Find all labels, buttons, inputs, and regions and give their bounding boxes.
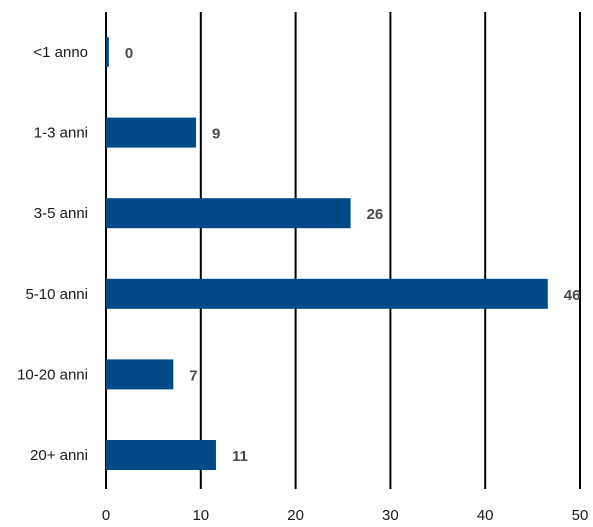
bar	[106, 198, 351, 229]
bar	[106, 117, 197, 148]
bar	[106, 359, 174, 390]
data-label: 7	[189, 367, 197, 384]
category-label: 10-20 anni	[17, 366, 88, 383]
x-axis-tick-labels: 0 10 20 30 40 50	[102, 507, 589, 524]
x-tick-label: 20	[287, 507, 304, 524]
data-label: 0	[125, 45, 133, 62]
bar	[106, 440, 216, 470]
x-tick-label: 40	[477, 507, 494, 524]
data-label: 9	[212, 126, 220, 143]
category-label: 3-5 anni	[34, 205, 88, 222]
data-label: 46	[564, 287, 581, 304]
category-label: <1 anno	[33, 44, 88, 61]
bars	[106, 37, 548, 470]
category-label: 5-10 anni	[25, 286, 88, 303]
category-label: 20+ anni	[30, 447, 88, 464]
data-labels: 0 9 26 46 7 11	[125, 45, 581, 465]
category-labels: <1 anno 1-3 anni 3-5 anni 5-10 anni 10-20 an…	[17, 44, 88, 464]
bar	[106, 278, 548, 309]
data-label: 11	[232, 448, 248, 465]
x-tick-label: 0	[102, 507, 110, 524]
x-tick-label: 30	[382, 507, 399, 524]
data-label: 26	[367, 206, 384, 223]
bar	[106, 37, 109, 67]
x-tick-label: 10	[192, 507, 209, 524]
category-label: 1-3 anni	[34, 125, 88, 142]
gridlines	[105, 12, 581, 489]
x-tick-label: 50	[572, 507, 589, 524]
